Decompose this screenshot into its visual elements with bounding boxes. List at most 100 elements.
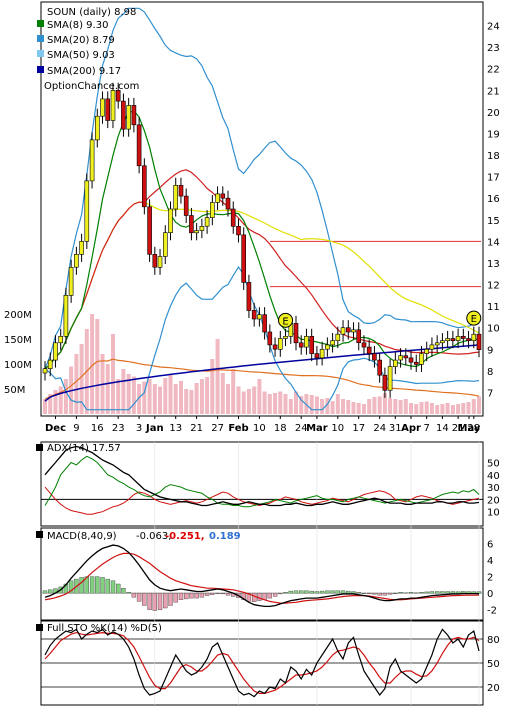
price-y-tick: 10 xyxy=(487,324,500,335)
candle-body xyxy=(204,217,210,227)
legend-sma200: SMA(200) 9.17 xyxy=(47,66,121,77)
volume-bar xyxy=(158,386,162,414)
volume-bar xyxy=(320,399,325,414)
volume-bar xyxy=(393,399,398,414)
x-tick-label: May xyxy=(458,423,481,434)
macd-histogram-bar xyxy=(272,592,278,597)
x-tick-label: Mar xyxy=(306,423,328,434)
volume-bar xyxy=(325,398,330,414)
x-tick-label: Jan xyxy=(145,423,164,434)
macd-histogram-bar xyxy=(382,592,388,596)
candle-body xyxy=(63,294,69,337)
volume-bar xyxy=(456,404,461,414)
volume-tick: 100M xyxy=(4,360,32,371)
macd-histogram-bar xyxy=(304,590,309,594)
candle-body xyxy=(220,193,226,199)
candle-body xyxy=(246,282,252,311)
candle-body xyxy=(314,353,320,359)
volume-bar xyxy=(356,403,361,414)
candle-body xyxy=(126,105,131,130)
candle-body xyxy=(283,335,288,339)
candle-body xyxy=(450,338,456,342)
sto-label: Full STO %K(14) %D(5) xyxy=(47,623,162,634)
volume-bar xyxy=(236,386,241,414)
macd-histogram-bar xyxy=(288,590,293,594)
macd-histogram-bar xyxy=(189,592,194,599)
macd-histogram-bar xyxy=(95,576,100,594)
x-tick-label: 7 xyxy=(424,423,430,434)
x-tick-label: 21 xyxy=(190,423,203,434)
x-tick-label: 16 xyxy=(91,423,104,434)
x-tick-label: 24 xyxy=(295,423,308,434)
candle-body xyxy=(471,333,477,342)
candle-body xyxy=(335,333,341,342)
macd-histogram-bar xyxy=(246,592,252,602)
price-y-tick: 17 xyxy=(487,173,500,184)
volume-bar xyxy=(111,334,115,414)
macd-histogram-bar xyxy=(110,580,116,594)
candle-body xyxy=(74,254,79,268)
macd-histogram-bar xyxy=(251,592,257,602)
axis-labels: 789101112131415161718192021222324200M150… xyxy=(4,22,500,694)
candle-body xyxy=(53,342,58,361)
x-tick-label: Apr xyxy=(401,423,421,434)
macd-histogram-bar xyxy=(466,591,471,594)
volume-bar xyxy=(142,381,147,414)
macd-histogram-bar xyxy=(142,592,147,606)
macd-histogram-bar xyxy=(257,592,262,601)
volume-bar xyxy=(121,369,126,414)
candle-body xyxy=(392,359,398,367)
macd-histogram-bar xyxy=(241,592,246,600)
x-tick-label: 9 xyxy=(73,423,79,434)
volume-bar xyxy=(477,396,481,414)
sto-y-tick: 20 xyxy=(487,683,500,694)
macd-series xyxy=(42,544,482,611)
volume-bar xyxy=(257,379,262,414)
price-y-tick: 15 xyxy=(487,216,500,227)
price-y-tick: 12 xyxy=(487,281,500,292)
macd-histogram-bar xyxy=(163,592,168,609)
candle-body xyxy=(304,335,309,348)
volume-bar xyxy=(74,354,79,414)
macd-value: -0.063, xyxy=(136,531,171,542)
volume-bar xyxy=(152,384,157,414)
candle-body xyxy=(168,208,173,234)
candle-body xyxy=(157,256,163,268)
candle-body xyxy=(262,314,267,333)
candle-body xyxy=(79,241,84,255)
macd-signal-value: -0.251, xyxy=(165,531,205,542)
candle-body xyxy=(121,100,126,130)
volume-bar xyxy=(43,399,47,414)
price-y-tick: 21 xyxy=(487,86,500,97)
legend-sma20: SMA(20) 8.79 xyxy=(47,35,115,46)
macd-y-tick: 2 xyxy=(487,573,493,584)
volume-bar xyxy=(48,394,53,414)
candle-body xyxy=(372,353,377,361)
volume-bar xyxy=(63,379,68,414)
macd-panel-frame xyxy=(40,527,484,621)
macd-histogram-bar xyxy=(126,592,131,594)
macd-histogram-bar xyxy=(157,592,163,610)
volume-bar xyxy=(220,373,225,414)
macd-histogram-bar xyxy=(330,590,335,594)
macd-y-tick: 4 xyxy=(487,556,493,567)
earnings-marker-label: E xyxy=(471,314,477,325)
adx-y-tick: 40 xyxy=(487,471,500,482)
price-y-tick: 14 xyxy=(487,237,500,248)
price-y-tick: 24 xyxy=(487,22,500,33)
volume-bar xyxy=(424,401,429,414)
x-tick-label: 17 xyxy=(352,423,365,434)
macd-histogram-bar xyxy=(42,590,48,594)
macd-histogram-bar xyxy=(356,592,361,594)
candle-body xyxy=(460,335,466,339)
adx-label: ADX(14) 17.57 xyxy=(47,443,121,454)
candle-body xyxy=(298,342,304,348)
volume-bar xyxy=(398,400,403,414)
volume-bar xyxy=(163,378,168,414)
candle-body xyxy=(95,115,100,141)
x-tick-label: 28 xyxy=(467,423,480,434)
candle-body xyxy=(330,340,335,346)
candle-body xyxy=(309,335,315,354)
volume-bar xyxy=(435,405,440,414)
candle-body xyxy=(47,359,53,370)
